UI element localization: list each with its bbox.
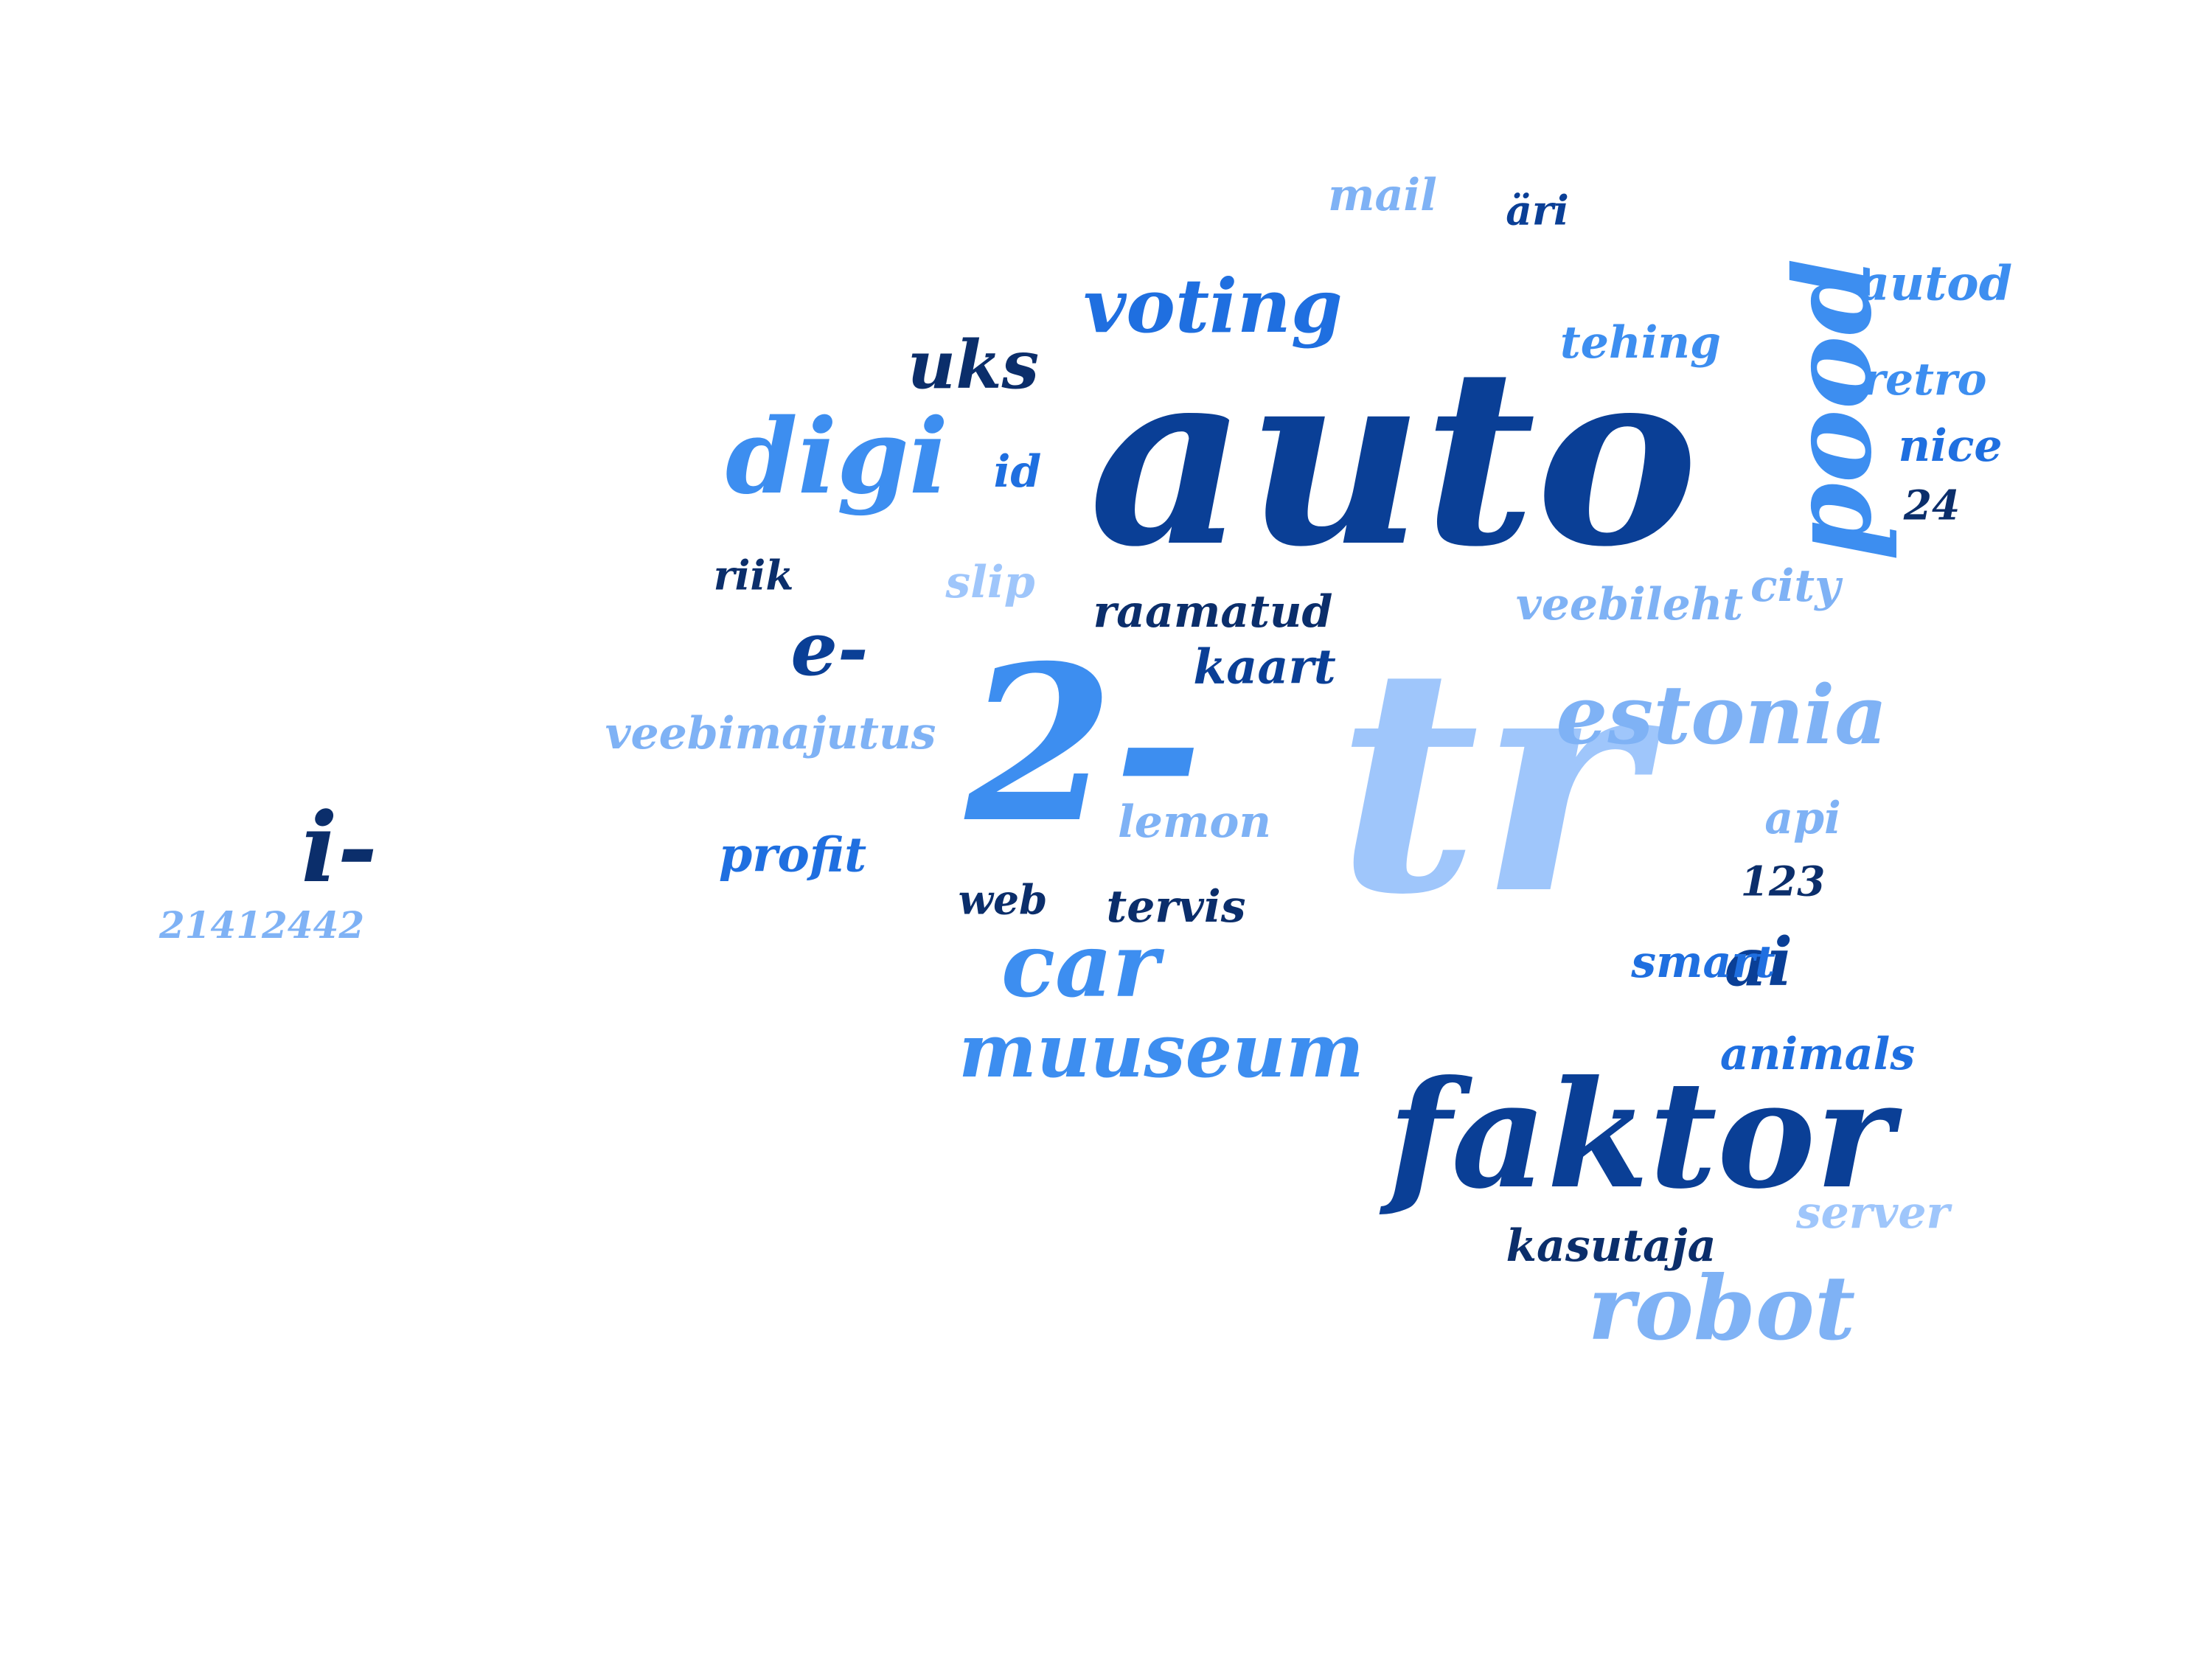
word-raamatud: raamatud xyxy=(1093,586,1333,638)
word-muuseum: muuseum xyxy=(959,1007,1364,1094)
word-mail: mail xyxy=(1328,170,1437,221)
word-robot: robot xyxy=(1587,1256,1856,1360)
word-autod: autod xyxy=(1858,255,2013,312)
word-tervis: tervis xyxy=(1106,881,1246,933)
word-estonia: estonia xyxy=(1556,667,1888,762)
word-retro: retro xyxy=(1862,354,1987,406)
word-voting: voting xyxy=(1083,262,1343,349)
word-2-: 2- xyxy=(964,619,1203,870)
word-car: car xyxy=(1001,914,1160,1018)
word-nice: nice xyxy=(1898,420,2003,472)
word-faktor: faktor xyxy=(1388,1048,1893,1222)
word-24: 24 xyxy=(1903,481,1961,529)
word-digi: digi xyxy=(725,397,949,518)
word-web: web xyxy=(958,875,1048,924)
word-smart: smart xyxy=(1631,936,1775,988)
word-kasutaja: kasutaja xyxy=(1506,1220,1717,1272)
word-slip: slip xyxy=(945,557,1035,608)
word-i-: i- xyxy=(301,791,378,904)
word-profit: profit xyxy=(718,827,867,883)
word-ai: ai xyxy=(1724,923,1793,1001)
word-123: 123 xyxy=(1740,857,1826,905)
word-server: server xyxy=(1795,1187,1950,1239)
word-ari: äri xyxy=(1506,186,1569,234)
word-e-: e- xyxy=(790,605,869,692)
word-api: api xyxy=(1764,793,1841,844)
word-auto: auto xyxy=(1088,314,1699,600)
word-kaart: kaart xyxy=(1193,639,1336,695)
word-city: city xyxy=(1750,560,1840,612)
word-tehing: tehing xyxy=(1560,317,1721,369)
word-lemon: lemon xyxy=(1117,796,1272,848)
word-id: id xyxy=(993,446,1042,498)
word-riik: riik xyxy=(713,551,794,599)
word-21412442: 21412442 xyxy=(159,903,365,947)
word-tr: tr xyxy=(1336,599,1643,963)
word-uks: uks xyxy=(907,326,1040,404)
word-animals: animals xyxy=(1719,1029,1916,1080)
word-veebimajutus: veebimajutus xyxy=(605,708,936,759)
word-veebileht: veebileht xyxy=(1515,579,1744,630)
